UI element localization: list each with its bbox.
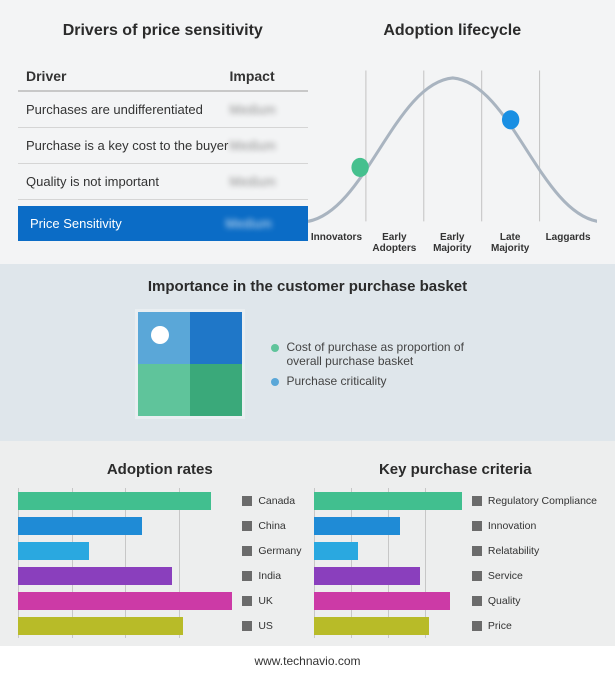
- driver-label: Purchase is a key cost to the buyer: [26, 138, 230, 153]
- bar: [18, 492, 211, 510]
- bar: [18, 567, 172, 585]
- legend-swatch-icon: [472, 496, 482, 506]
- drivers-row: Quality is not importantMedium: [18, 164, 308, 200]
- drivers-summary-value: Medium: [226, 216, 296, 231]
- bar: [18, 617, 183, 635]
- basket-legend-item: Cost of purchase as proportion of overal…: [271, 340, 481, 368]
- criteria-legend: Regulatory Compliance Innovation Relatabil…: [472, 488, 597, 638]
- lifecycle-segment-label: LateMajority: [481, 232, 539, 254]
- adoption-rates-chart: [18, 488, 232, 638]
- basket-title: Importance in the customer purchase bask…: [18, 278, 597, 295]
- legend-item: UK: [242, 588, 301, 613]
- legend-label: Quality: [488, 595, 521, 607]
- legend-dot-icon: [271, 378, 279, 386]
- legend-label: China: [258, 520, 285, 532]
- legend-item: Price: [472, 613, 597, 638]
- legend-swatch-icon: [242, 621, 252, 631]
- bar: [18, 592, 232, 610]
- bar: [18, 542, 89, 560]
- legend-item: US: [242, 613, 301, 638]
- legend-item: Relatability: [472, 538, 597, 563]
- criteria-chart: [314, 488, 462, 638]
- driver-impact: Medium: [230, 102, 300, 117]
- legend-item: China: [242, 513, 301, 538]
- legend-swatch-icon: [472, 596, 482, 606]
- basket-legend: Cost of purchase as proportion of overal…: [271, 334, 481, 394]
- bar: [18, 517, 142, 535]
- driver-label: Purchases are undifferentiated: [26, 102, 230, 117]
- drivers-title: Drivers of price sensitivity: [18, 22, 308, 40]
- driver-impact: Medium: [230, 174, 300, 189]
- legend-label: Regulatory Compliance: [488, 495, 597, 507]
- adoption-rates-title: Adoption rates: [18, 461, 302, 478]
- legend-label: Canada: [258, 495, 295, 507]
- legend-swatch-icon: [472, 621, 482, 631]
- bar: [314, 617, 430, 635]
- lifecycle-chart: [308, 62, 598, 232]
- legend-swatch-icon: [472, 546, 482, 556]
- drivers-summary-row: Price Sensitivity Medium: [18, 206, 308, 241]
- drivers-summary-label: Price Sensitivity: [30, 216, 226, 231]
- legend-swatch-icon: [242, 521, 252, 531]
- legend-item: Service: [472, 563, 597, 588]
- driver-label: Quality is not important: [26, 174, 230, 189]
- legend-label: US: [258, 620, 273, 632]
- drivers-col2-header: Impact: [230, 68, 300, 84]
- lifecycle-title: Adoption lifecycle: [308, 22, 598, 40]
- legend-swatch-icon: [242, 546, 252, 556]
- legend-item: Canada: [242, 488, 301, 513]
- legend-item: India: [242, 563, 301, 588]
- drivers-table-header: Driver Impact: [18, 62, 308, 92]
- lifecycle-segment-label: Innovators: [308, 232, 366, 254]
- bar: [314, 567, 421, 585]
- legend-label: Price: [488, 620, 512, 632]
- drivers-col1-header: Driver: [26, 68, 230, 84]
- footer-text: www.technavio.com: [0, 646, 615, 682]
- legend-swatch-icon: [242, 596, 252, 606]
- legend-label: Service: [488, 570, 523, 582]
- lifecycle-segment-label: EarlyAdopters: [365, 232, 423, 254]
- legend-item: Quality: [472, 588, 597, 613]
- lifecycle-labels: InnovatorsEarlyAdoptersEarlyMajorityLate…: [308, 232, 598, 254]
- legend-text: Purchase criticality: [287, 374, 387, 388]
- legend-label: Innovation: [488, 520, 536, 532]
- criteria-title: Key purchase criteria: [314, 461, 598, 478]
- legend-label: India: [258, 570, 281, 582]
- legend-swatch-icon: [472, 571, 482, 581]
- legend-text: Cost of purchase as proportion of overal…: [287, 340, 481, 368]
- legend-item: Regulatory Compliance: [472, 488, 597, 513]
- legend-item: Innovation: [472, 513, 597, 538]
- lifecycle-segment-label: Laggards: [539, 232, 597, 254]
- legend-label: Germany: [258, 545, 301, 557]
- bar: [314, 592, 450, 610]
- legend-dot-icon: [271, 344, 279, 352]
- legend-swatch-icon: [242, 496, 252, 506]
- lifecycle-segment-label: EarlyMajority: [423, 232, 481, 254]
- bar: [314, 492, 462, 510]
- legend-label: Relatability: [488, 545, 539, 557]
- drivers-row: Purchases are undifferentiatedMedium: [18, 92, 308, 128]
- legend-label: UK: [258, 595, 273, 607]
- bar: [314, 517, 400, 535]
- bar: [314, 542, 359, 560]
- basket-quadrant: [135, 309, 245, 419]
- driver-impact: Medium: [230, 138, 300, 153]
- drivers-row: Purchase is a key cost to the buyerMediu…: [18, 128, 308, 164]
- basket-marker: [151, 326, 169, 344]
- legend-swatch-icon: [242, 571, 252, 581]
- basket-legend-item: Purchase criticality: [271, 374, 481, 388]
- legend-item: Germany: [242, 538, 301, 563]
- legend-swatch-icon: [472, 521, 482, 531]
- adoption-rates-legend: Canada China Germany India UK US: [242, 488, 301, 638]
